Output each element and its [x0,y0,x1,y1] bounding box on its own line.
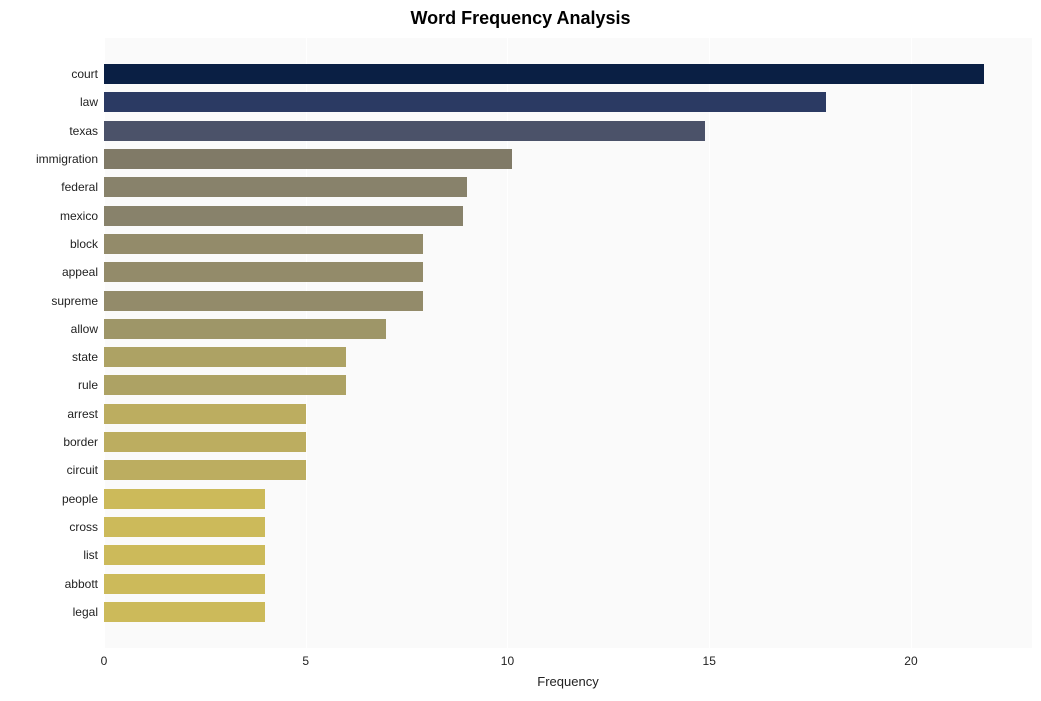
chart-title: Word Frequency Analysis [0,8,1041,29]
y-category-label: state [0,347,104,367]
bar [104,404,306,424]
y-category-label: legal [0,602,104,622]
word-frequency-chart: Word Frequency Analysis 05101520 courtla… [0,0,1041,701]
x-tick-label: 20 [904,654,917,668]
y-category-label: mexico [0,206,104,226]
y-category-label: abbott [0,574,104,594]
bar [104,92,826,112]
y-category-label: block [0,234,104,254]
bar [104,347,346,367]
bar [104,319,386,339]
bar [104,262,423,282]
bar [104,517,265,537]
y-category-label: texas [0,121,104,141]
y-category-label: federal [0,177,104,197]
bar [104,64,984,84]
bar [104,121,705,141]
y-category-label: immigration [0,149,104,169]
gridline [709,38,710,648]
bar [104,177,467,197]
bar [104,574,265,594]
plot-area: 05101520 [104,38,1032,648]
y-category-label: rule [0,375,104,395]
y-category-label: cross [0,517,104,537]
bar [104,489,265,509]
y-category-label: appeal [0,262,104,282]
bar [104,149,512,169]
y-category-label: list [0,545,104,565]
x-tick-label: 15 [703,654,716,668]
bar [104,206,463,226]
x-axis-label: Frequency [537,674,598,689]
bar [104,432,306,452]
x-tick-label: 5 [302,654,309,668]
y-category-label: circuit [0,460,104,480]
y-category-label: court [0,64,104,84]
gridline [911,38,912,648]
x-tick-label: 10 [501,654,514,668]
bar [104,545,265,565]
bar [104,460,306,480]
x-tick-label: 0 [101,654,108,668]
y-category-label: supreme [0,291,104,311]
y-category-label: border [0,432,104,452]
bar [104,602,265,622]
bar [104,234,423,254]
y-category-label: people [0,489,104,509]
bar [104,375,346,395]
y-category-label: law [0,92,104,112]
bar [104,291,423,311]
y-category-label: arrest [0,404,104,424]
y-category-label: allow [0,319,104,339]
